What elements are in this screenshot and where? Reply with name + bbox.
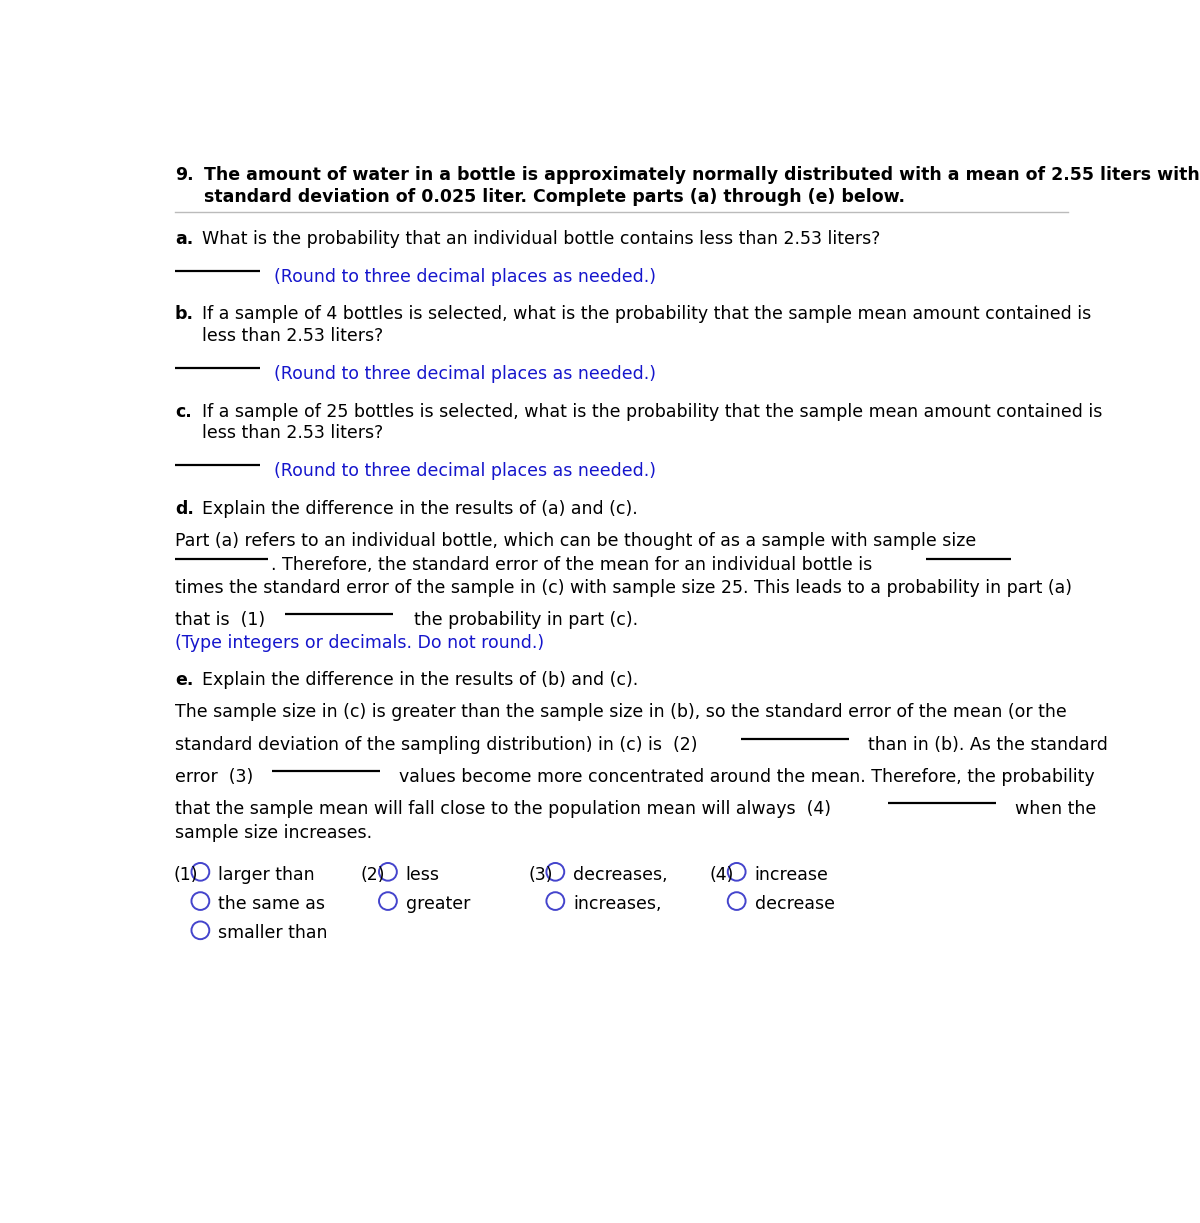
Text: The amount of water in a bottle is approximately normally distributed with a mea: The amount of water in a bottle is appro…	[204, 166, 1200, 183]
Text: less: less	[406, 866, 439, 884]
Text: the probability in part (c).: the probability in part (c).	[403, 612, 637, 629]
Text: . Therefore, the standard error of the mean for an individual bottle is: . Therefore, the standard error of the m…	[271, 556, 872, 575]
Text: The sample size in (c) is greater than the sample size in (b), so the standard e: The sample size in (c) is greater than t…	[175, 703, 1067, 722]
Text: (Round to three decimal places as needed.): (Round to three decimal places as needed…	[274, 268, 656, 286]
Text: standard deviation of 0.025 liter. Complete parts (a) through (e) below.: standard deviation of 0.025 liter. Compl…	[204, 187, 905, 205]
Text: (Round to three decimal places as needed.): (Round to three decimal places as needed…	[274, 462, 656, 479]
Text: a.: a.	[175, 230, 193, 248]
Text: error  (3): error (3)	[175, 768, 253, 785]
Text: If a sample of 4 bottles is selected, what is the probability that the sample me: If a sample of 4 bottles is selected, wh…	[202, 306, 1091, 323]
Text: than in (b). As the standard: than in (b). As the standard	[857, 735, 1108, 753]
Text: Explain the difference in the results of (b) and (c).: Explain the difference in the results of…	[202, 671, 638, 690]
Text: smaller than: smaller than	[218, 925, 328, 942]
Text: that is  (1): that is (1)	[175, 612, 265, 629]
Text: d.: d.	[175, 500, 193, 517]
Text: 9.: 9.	[175, 166, 193, 183]
Text: b.: b.	[175, 306, 194, 323]
Text: (3): (3)	[528, 866, 553, 884]
Text: larger than: larger than	[218, 866, 314, 884]
Text: decreases,: decreases,	[574, 866, 667, 884]
Text: If a sample of 25 bottles is selected, what is the probability that the sample m: If a sample of 25 bottles is selected, w…	[202, 402, 1103, 421]
Text: that the sample mean will fall close to the population mean will always  (4): that the sample mean will fall close to …	[175, 800, 830, 818]
Text: sample size increases.: sample size increases.	[175, 824, 372, 843]
Text: less than 2.53 liters?: less than 2.53 liters?	[202, 327, 383, 345]
Text: times the standard error of the sample in (c) with sample size 25. This leads to: times the standard error of the sample i…	[175, 578, 1072, 597]
Text: standard deviation of the sampling distribution) in (c) is  (2): standard deviation of the sampling distr…	[175, 735, 697, 753]
Text: (Type integers or decimals. Do not round.): (Type integers or decimals. Do not round…	[175, 634, 544, 652]
Text: increases,: increases,	[574, 895, 661, 912]
Text: c.: c.	[175, 402, 192, 421]
Text: when the: when the	[1004, 800, 1097, 818]
Text: the same as: the same as	[218, 895, 325, 912]
Text: less than 2.53 liters?: less than 2.53 liters?	[202, 424, 383, 443]
Text: greater: greater	[406, 895, 470, 912]
Text: Explain the difference in the results of (a) and (c).: Explain the difference in the results of…	[202, 500, 637, 517]
Text: (1): (1)	[173, 866, 198, 884]
Text: (Round to three decimal places as needed.): (Round to three decimal places as needed…	[274, 364, 656, 383]
Text: values become more concentrated around the mean. Therefore, the probability: values become more concentrated around t…	[388, 768, 1094, 785]
Text: Part (a) refers to an individual bottle, which can be thought of as a sample wit: Part (a) refers to an individual bottle,…	[175, 532, 976, 550]
Text: e.: e.	[175, 671, 193, 690]
Text: increase: increase	[755, 866, 828, 884]
Text: What is the probability that an individual bottle contains less than 2.53 liters: What is the probability that an individu…	[202, 230, 881, 248]
Text: decrease: decrease	[755, 895, 834, 912]
Text: (4): (4)	[709, 866, 734, 884]
Text: (2): (2)	[361, 866, 385, 884]
